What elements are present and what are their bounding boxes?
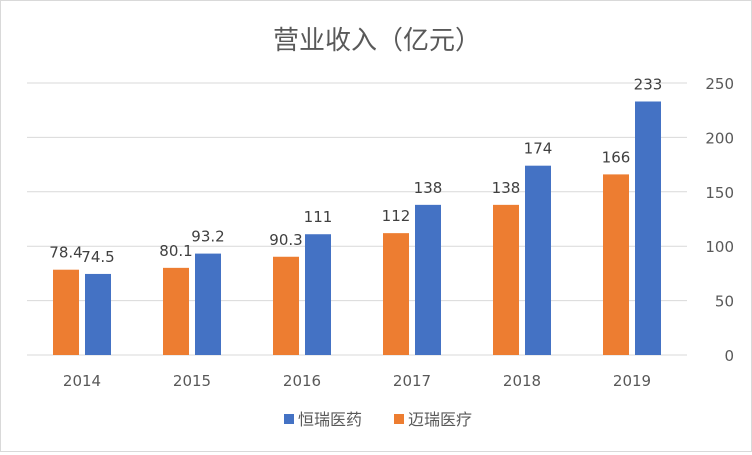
x-tick-label: 2018 [503,372,541,390]
y-tick-label: 100 [705,238,734,256]
data-label: 93.2 [191,228,224,246]
data-label: 90.3 [269,231,302,249]
bar-hengrui-2018 [525,165,551,355]
x-tick-label: 2015 [173,372,211,390]
bar-hengrui-2019 [635,101,661,355]
x-tick-label: 2019 [613,372,651,390]
legend-label: 迈瑞医疗 [408,410,472,429]
data-label: 166 [602,148,631,166]
bar-mindray-2019 [603,174,629,355]
y-tick-label: 150 [705,184,734,202]
bar-hengrui-2017 [415,204,441,355]
bar-mindray-2018 [493,204,519,355]
data-label: 78.4 [49,244,82,262]
bar-hengrui-2016 [305,234,331,355]
bar-mindray-2014 [53,269,79,355]
chart-title: 营业收入（亿元） [273,26,481,56]
y-tick-label: 50 [715,293,734,311]
legend-label: 恒瑞医药 [298,410,362,429]
y-tick-label: 200 [705,129,734,147]
x-tick-label: 2014 [63,372,101,390]
data-label: 74.5 [81,248,114,266]
x-tick-label: 2016 [283,372,321,390]
bar-mindray-2017 [383,233,409,355]
data-label: 138 [414,179,443,197]
data-label: 112 [382,207,411,225]
data-label: 80.1 [159,242,192,260]
data-label: 138 [492,179,521,197]
bar-mindray-2015 [163,267,189,355]
bar-mindray-2016 [273,256,299,355]
bar-hengrui-2014 [85,273,111,355]
data-label: 111 [304,208,333,226]
y-tick-label: 0 [724,347,734,365]
data-label: 233 [634,75,663,93]
legend-swatch [284,414,294,424]
data-label: 174 [524,140,553,158]
legend-swatch [394,414,404,424]
bar-hengrui-2015 [195,253,221,355]
y-tick-label: 250 [705,75,734,93]
x-tick-label: 2017 [393,372,431,390]
